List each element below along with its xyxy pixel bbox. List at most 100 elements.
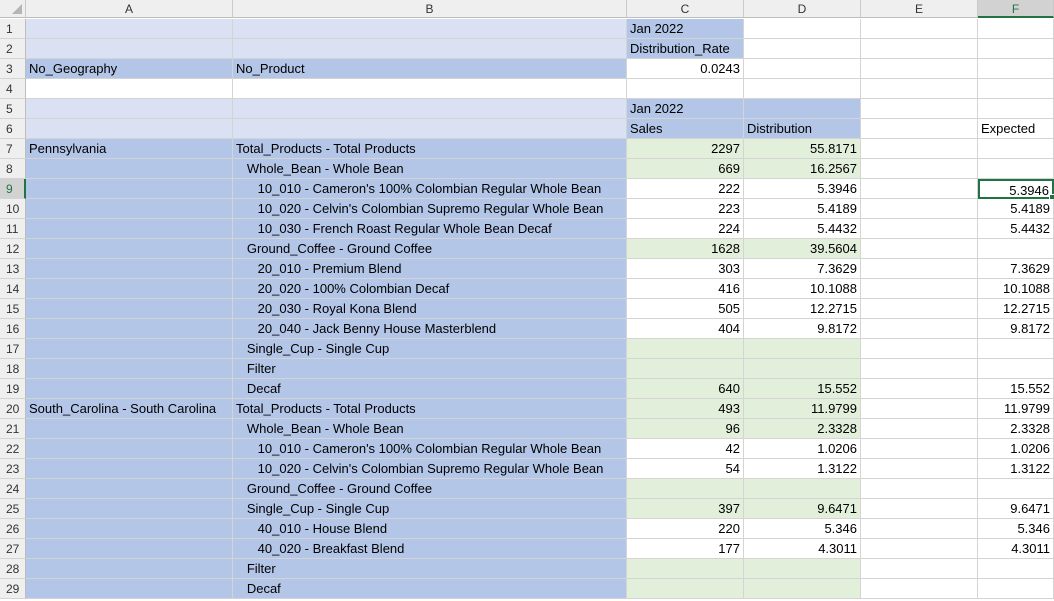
cell-e16[interactable] — [861, 319, 978, 339]
cell-e5[interactable] — [861, 99, 978, 119]
cell-b29[interactable]: Decaf — [233, 579, 627, 599]
row-header-9[interactable]: 9 — [0, 179, 26, 199]
cell-c8[interactable]: 669 — [627, 159, 744, 179]
cell-f12[interactable] — [978, 239, 1054, 259]
cell-b19[interactable]: Decaf — [233, 379, 627, 399]
cell-f5[interactable] — [978, 99, 1054, 119]
cell-b25[interactable]: Single_Cup - Single Cup — [233, 499, 627, 519]
row-header-24[interactable]: 24 — [0, 479, 26, 499]
cell-a17[interactable] — [26, 339, 233, 359]
cell-b14[interactable]: 20_020 - 100% Colombian Decaf — [233, 279, 627, 299]
cell-b1[interactable] — [233, 19, 627, 39]
cell-e17[interactable] — [861, 339, 978, 359]
column-header-e[interactable]: E — [861, 0, 978, 18]
cell-f4[interactable] — [978, 79, 1054, 99]
cell-d17[interactable] — [744, 339, 861, 359]
cell-b28[interactable]: Filter — [233, 559, 627, 579]
cell-c2[interactable]: Distribution_Rate — [627, 39, 744, 59]
cell-d5[interactable] — [744, 99, 861, 119]
row-header-28[interactable]: 28 — [0, 559, 26, 579]
cell-b21[interactable]: Whole_Bean - Whole Bean — [233, 419, 627, 439]
cell-f13[interactable]: 7.3629 — [978, 259, 1054, 279]
cell-d15[interactable]: 12.2715 — [744, 299, 861, 319]
cell-e3[interactable] — [861, 59, 978, 79]
cell-c13[interactable]: 303 — [627, 259, 744, 279]
cell-e2[interactable] — [861, 39, 978, 59]
cell-b20[interactable]: Total_Products - Total Products — [233, 399, 627, 419]
cell-c17[interactable] — [627, 339, 744, 359]
cell-d12[interactable]: 39.5604 — [744, 239, 861, 259]
cell-e9[interactable] — [861, 179, 978, 199]
row-header-23[interactable]: 23 — [0, 459, 26, 479]
cell-e8[interactable] — [861, 159, 978, 179]
cell-d25[interactable]: 9.6471 — [744, 499, 861, 519]
cell-c10[interactable]: 223 — [627, 199, 744, 219]
cell-f11[interactable]: 5.4432 — [978, 219, 1054, 239]
cell-d8[interactable]: 16.2567 — [744, 159, 861, 179]
cell-f7[interactable] — [978, 139, 1054, 159]
cell-a12[interactable] — [26, 239, 233, 259]
row-header-17[interactable]: 17 — [0, 339, 26, 359]
cell-c7[interactable]: 2297 — [627, 139, 744, 159]
column-header-f[interactable]: F — [978, 0, 1054, 18]
cell-b4[interactable] — [233, 79, 627, 99]
cell-f19[interactable]: 15.552 — [978, 379, 1054, 399]
cell-e10[interactable] — [861, 199, 978, 219]
row-header-3[interactable]: 3 — [0, 59, 26, 79]
cell-f29[interactable] — [978, 579, 1054, 599]
cell-c25[interactable]: 397 — [627, 499, 744, 519]
cell-c12[interactable]: 1628 — [627, 239, 744, 259]
cell-b5[interactable] — [233, 99, 627, 119]
cell-e1[interactable] — [861, 19, 978, 39]
cell-b13[interactable]: 20_010 - Premium Blend — [233, 259, 627, 279]
cell-c28[interactable] — [627, 559, 744, 579]
row-header-20[interactable]: 20 — [0, 399, 26, 419]
cell-d19[interactable]: 15.552 — [744, 379, 861, 399]
cell-f1[interactable] — [978, 19, 1054, 39]
row-header-14[interactable]: 14 — [0, 279, 26, 299]
row-header-8[interactable]: 8 — [0, 159, 26, 179]
row-header-7[interactable]: 7 — [0, 139, 26, 159]
column-header-a[interactable]: A — [26, 0, 233, 18]
cell-f22[interactable]: 1.0206 — [978, 439, 1054, 459]
cell-c3[interactable]: 0.0243 — [627, 59, 744, 79]
cell-c4[interactable] — [627, 79, 744, 99]
cell-e6[interactable] — [861, 119, 978, 139]
cell-d9[interactable]: 5.3946 — [744, 179, 861, 199]
cell-f18[interactable] — [978, 359, 1054, 379]
cell-e19[interactable] — [861, 379, 978, 399]
cell-d16[interactable]: 9.8172 — [744, 319, 861, 339]
cell-b23[interactable]: 10_020 - Celvin's Colombian Supremo Regu… — [233, 459, 627, 479]
cell-c1[interactable]: Jan 2022 — [627, 19, 744, 39]
cell-c9[interactable]: 222 — [627, 179, 744, 199]
cell-e15[interactable] — [861, 299, 978, 319]
cell-b26[interactable]: 40_010 - House Blend — [233, 519, 627, 539]
cell-b24[interactable]: Ground_Coffee - Ground Coffee — [233, 479, 627, 499]
cell-f14[interactable]: 10.1088 — [978, 279, 1054, 299]
cell-c15[interactable]: 505 — [627, 299, 744, 319]
column-header-d[interactable]: D — [744, 0, 861, 18]
cell-a15[interactable] — [26, 299, 233, 319]
cell-c26[interactable]: 220 — [627, 519, 744, 539]
cell-a25[interactable] — [26, 499, 233, 519]
row-header-29[interactable]: 29 — [0, 579, 26, 599]
cell-e26[interactable] — [861, 519, 978, 539]
cell-e28[interactable] — [861, 559, 978, 579]
cell-c14[interactable]: 416 — [627, 279, 744, 299]
cell-d2[interactable] — [744, 39, 861, 59]
cell-f6[interactable]: Expected — [978, 119, 1054, 139]
cell-c18[interactable] — [627, 359, 744, 379]
cell-d1[interactable] — [744, 19, 861, 39]
cell-a13[interactable] — [26, 259, 233, 279]
cell-f16[interactable]: 9.8172 — [978, 319, 1054, 339]
cell-d20[interactable]: 11.9799 — [744, 399, 861, 419]
cell-d7[interactable]: 55.8171 — [744, 139, 861, 159]
row-header-5[interactable]: 5 — [0, 99, 26, 119]
cell-c27[interactable]: 177 — [627, 539, 744, 559]
cell-e13[interactable] — [861, 259, 978, 279]
cell-d29[interactable] — [744, 579, 861, 599]
cell-a4[interactable] — [26, 79, 233, 99]
cell-e12[interactable] — [861, 239, 978, 259]
cell-c6[interactable]: Sales — [627, 119, 744, 139]
cell-f9[interactable]: 5.3946 — [978, 179, 1054, 199]
